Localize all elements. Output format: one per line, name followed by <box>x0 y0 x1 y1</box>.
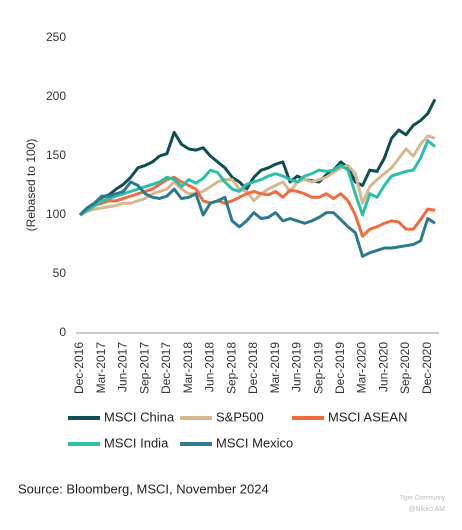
x-tick-label: Jun-2017 <box>116 342 130 392</box>
watermark: @Nikko AM <box>408 506 445 513</box>
x-tick-label: Sep-2018 <box>224 342 238 394</box>
watermark: Tiger Community <box>400 496 445 502</box>
y-tick-label: 250 <box>46 30 66 44</box>
x-tick-label: Dec-2017 <box>159 342 173 394</box>
x-tick-label: Dec-2020 <box>420 342 434 394</box>
legend-label: MSCI Mexico <box>216 435 293 450</box>
series-line <box>78 180 436 258</box>
x-tick-label: Mar-2017 <box>94 342 108 394</box>
x-tick-label: Jun-2020 <box>376 342 390 392</box>
x-tick-label: Sep-2019 <box>311 342 325 394</box>
x-tick-label: Mar-2019 <box>268 342 282 394</box>
legend-label: MSCI ASEAN <box>328 409 407 424</box>
series-line <box>79 175 436 238</box>
y-tick-label: 200 <box>46 89 66 103</box>
x-tick-label: Jun-2018 <box>203 342 217 392</box>
source-note: Source: Bloomberg, MSCI, November 2024 <box>18 481 269 496</box>
x-tick-label: Jun-2019 <box>290 342 304 392</box>
series-line <box>79 134 436 217</box>
series-line <box>78 98 437 217</box>
legend-label: MSCI China <box>104 409 175 424</box>
legend-label: S&P500 <box>216 409 264 424</box>
x-tick-label: Dec-2019 <box>333 342 347 394</box>
y-tick-label: 150 <box>46 148 66 162</box>
y-axis-title: (Rebased to 100) <box>24 139 38 232</box>
y-tick-label: 50 <box>53 266 67 280</box>
y-tick-label: 100 <box>46 207 66 221</box>
x-tick-label: Dec-2016 <box>72 342 86 394</box>
x-tick-label: Sep-2017 <box>137 342 151 394</box>
legend-label: MSCI India <box>104 435 169 450</box>
x-tick-label: Mar-2020 <box>355 342 369 394</box>
y-tick-label: 0 <box>59 325 66 339</box>
x-tick-label: Dec-2018 <box>246 342 260 394</box>
x-tick-label: Mar-2018 <box>181 342 195 394</box>
x-tick-label: Sep-2020 <box>398 342 412 394</box>
